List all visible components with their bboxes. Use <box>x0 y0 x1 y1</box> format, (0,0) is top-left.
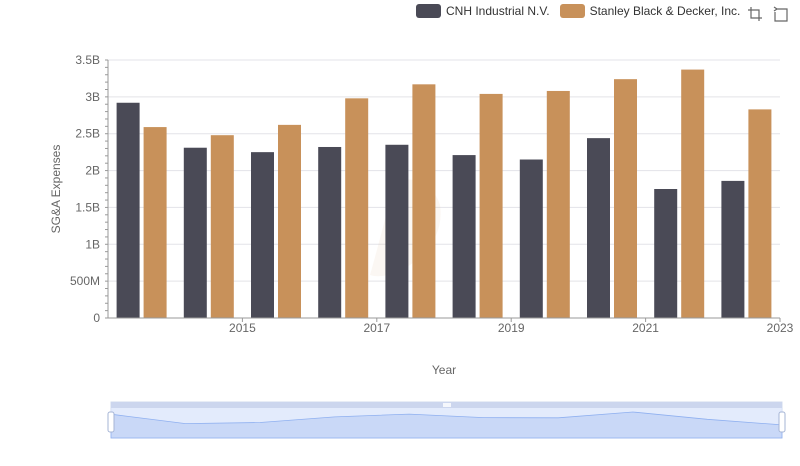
bar-sbd-2014[interactable] <box>143 127 167 318</box>
legend-item-cnh[interactable]: CNH Industrial N.V. <box>416 4 550 18</box>
y-tick-label: 1B <box>85 237 100 251</box>
data-zoom-preview-line <box>110 411 783 439</box>
bar-sbd-2021[interactable] <box>614 79 637 318</box>
bar-cnh-2020[interactable] <box>519 159 543 318</box>
legend-label-cnh: CNH Industrial N.V. <box>446 4 550 18</box>
y-tick-label: 2B <box>85 164 100 178</box>
bar-sbd-2016[interactable] <box>278 124 301 319</box>
legend: CNH Industrial N.V. Stanley Black & Deck… <box>416 4 740 18</box>
data-zoom-move-handle[interactable] <box>443 403 451 407</box>
bar-cnh-2021[interactable] <box>587 138 610 318</box>
x-tick-label: 2019 <box>498 321 525 335</box>
restore-icon[interactable] <box>773 6 789 22</box>
bar-cnh-2022[interactable] <box>654 189 678 318</box>
legend-label-sbd: Stanley Black & Decker, Inc. <box>589 4 741 18</box>
bar-sbd-2022[interactable] <box>681 69 705 318</box>
grid-lines <box>108 59 780 319</box>
x-tick-label: 2021 <box>632 321 659 335</box>
y-axis-label: SG&A Expenses <box>49 145 63 234</box>
data-zoom-slider[interactable] <box>107 401 786 439</box>
bar-cnh-2015[interactable] <box>183 147 207 318</box>
bar-cnh-2016[interactable] <box>251 152 274 318</box>
legend-swatch-cnh <box>416 4 441 18</box>
legend-item-sbd[interactable]: Stanley Black & Decker, Inc. <box>559 4 741 18</box>
y-tick-label: 0 <box>93 311 100 325</box>
legend-swatch-sbd <box>559 4 585 18</box>
y-axis: 0 500M 1B 1.5B 2B 2.5B 3B 3.5B <box>70 53 109 325</box>
y-tick-label: 2.5B <box>75 127 100 141</box>
bar-cnh-2017[interactable] <box>318 146 342 318</box>
data-zoom-handle-right[interactable] <box>778 411 786 433</box>
y-tick-label: 3.5B <box>75 53 100 67</box>
bar-cnh-2018[interactable] <box>385 144 409 318</box>
x-tick-label: 2015 <box>229 321 256 335</box>
y-tick-label: 500M <box>70 274 100 288</box>
bar-sbd-2019[interactable] <box>479 93 503 318</box>
bar-sbd-2017[interactable] <box>345 98 369 319</box>
y-tick-label: 3B <box>85 90 100 104</box>
x-axis: 2015 2017 2019 2021 2023 <box>108 317 794 335</box>
toolbox <box>747 6 789 22</box>
bar-sbd-2015[interactable] <box>210 135 234 318</box>
zoom-icon[interactable] <box>747 6 763 22</box>
bar-cnh-2014[interactable] <box>116 102 140 318</box>
x-tick-label: 2017 <box>363 321 390 335</box>
bar-sbd-2023[interactable] <box>748 109 772 318</box>
bars <box>116 69 772 319</box>
data-zoom-handle-left[interactable] <box>107 411 115 433</box>
bar-sbd-2020[interactable] <box>546 90 570 319</box>
x-tick-label: 2023 <box>767 321 794 335</box>
bar-sbd-2018[interactable] <box>412 84 436 318</box>
bar-cnh-2019[interactable] <box>452 155 476 318</box>
x-axis-label: Year <box>432 363 456 377</box>
y-tick-label: 1.5B <box>75 200 100 214</box>
bar-cnh-2023[interactable] <box>721 180 745 318</box>
